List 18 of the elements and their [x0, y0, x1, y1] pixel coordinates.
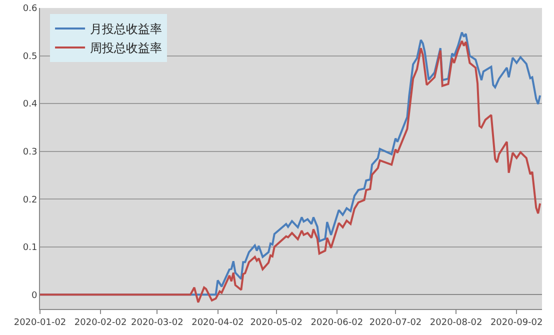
y-tick-label: 0: [31, 290, 38, 301]
y-tick-label: 0.5: [22, 52, 38, 62]
y-tick-label: 0.2: [22, 195, 38, 206]
y-tick-label: 0.1: [22, 243, 38, 254]
y-tick-label: 0.4: [22, 100, 38, 110]
x-tick-label: 2020-07-02: [369, 318, 422, 328]
x-tick-label: 2020-06-02: [310, 318, 364, 328]
x-tick-label: 2020-08-02: [430, 318, 482, 328]
x-tick-label: 2020-02-02: [74, 318, 127, 328]
y-tick-label: 0.6: [22, 4, 38, 14]
legend-label: 月投总收益率: [90, 22, 162, 36]
legend-label: 周投总收益率: [90, 41, 162, 56]
x-tick-label: 2020-03-02: [131, 318, 184, 328]
x-tick-label: 2020-04-02: [192, 318, 244, 328]
x-tick-label: 2020-09-02: [490, 318, 543, 328]
x-tick-label: 2020-01-02: [14, 318, 66, 328]
y-tick-label: 0.3: [22, 147, 38, 158]
x-tick-label: 2020-05-02: [250, 318, 303, 328]
